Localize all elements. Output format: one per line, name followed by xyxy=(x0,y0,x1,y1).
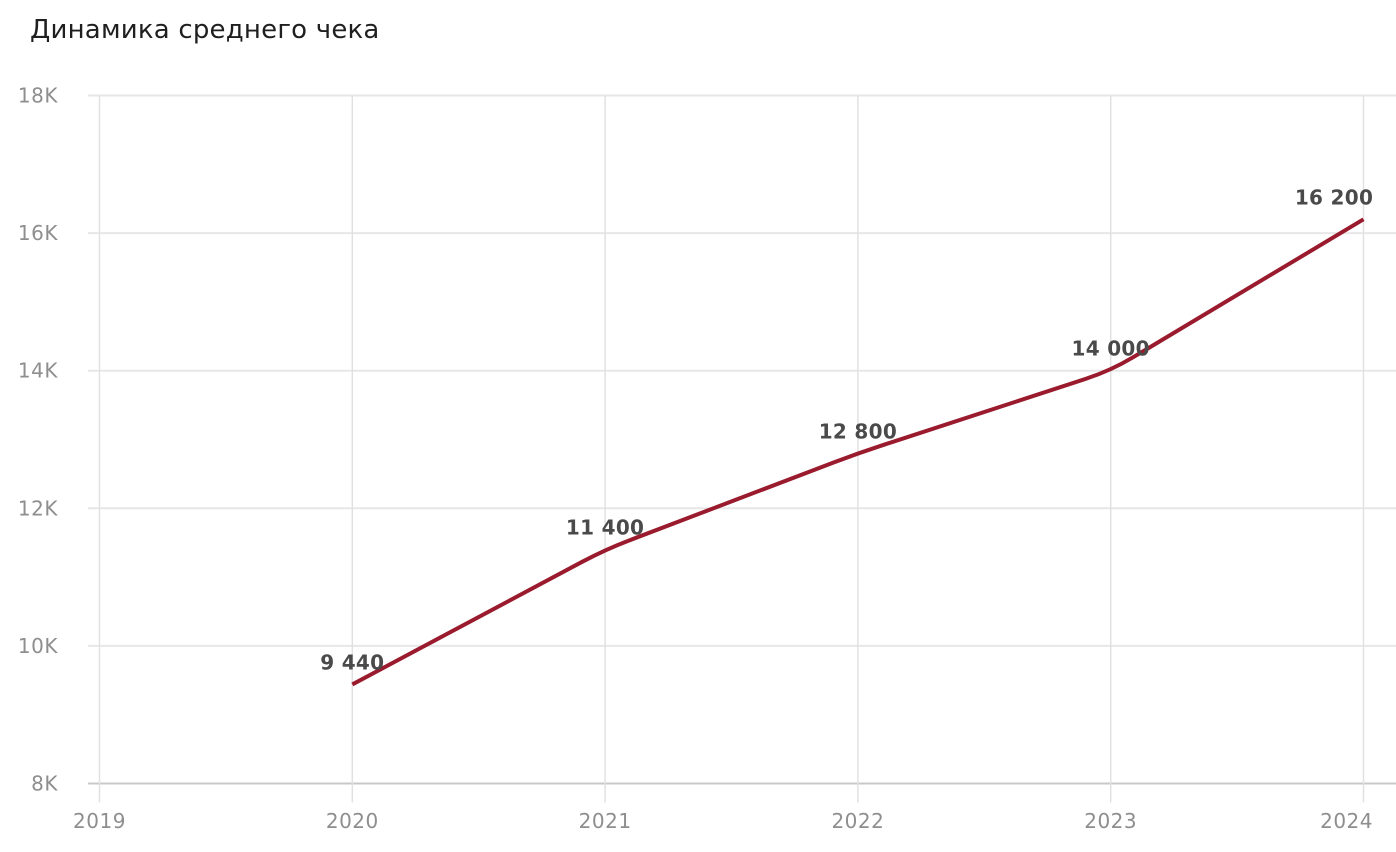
x-axis-tick-label: 2019 xyxy=(73,809,126,833)
y-axis-tick-label: 8K xyxy=(31,772,58,796)
data-point-label: 14 000 xyxy=(1072,337,1150,361)
data-point-label: 12 800 xyxy=(819,419,897,443)
y-axis-tick-label: 18K xyxy=(18,84,58,108)
chart-title: Динамика среднего чека xyxy=(30,15,380,45)
data-point-label: 9 440 xyxy=(320,650,384,674)
series-line xyxy=(351,217,1365,687)
data-point-label: 11 400 xyxy=(566,516,644,540)
y-axis-tick-label: 12K xyxy=(18,496,58,520)
data-point-label: 16 200 xyxy=(1295,185,1373,209)
x-axis-tick-label: 2022 xyxy=(831,809,884,833)
y-axis-tick-label: 16K xyxy=(18,221,58,245)
y-axis-tick-label: 14K xyxy=(18,359,58,383)
x-axis-tick-label: 2023 xyxy=(1084,809,1137,833)
x-axis-tick-label: 2021 xyxy=(579,809,632,833)
x-axis-tick-label: 2024 xyxy=(1320,809,1373,833)
y-axis-tick-label: 10K xyxy=(18,634,58,658)
x-axis-tick-label: 2020 xyxy=(326,809,379,833)
